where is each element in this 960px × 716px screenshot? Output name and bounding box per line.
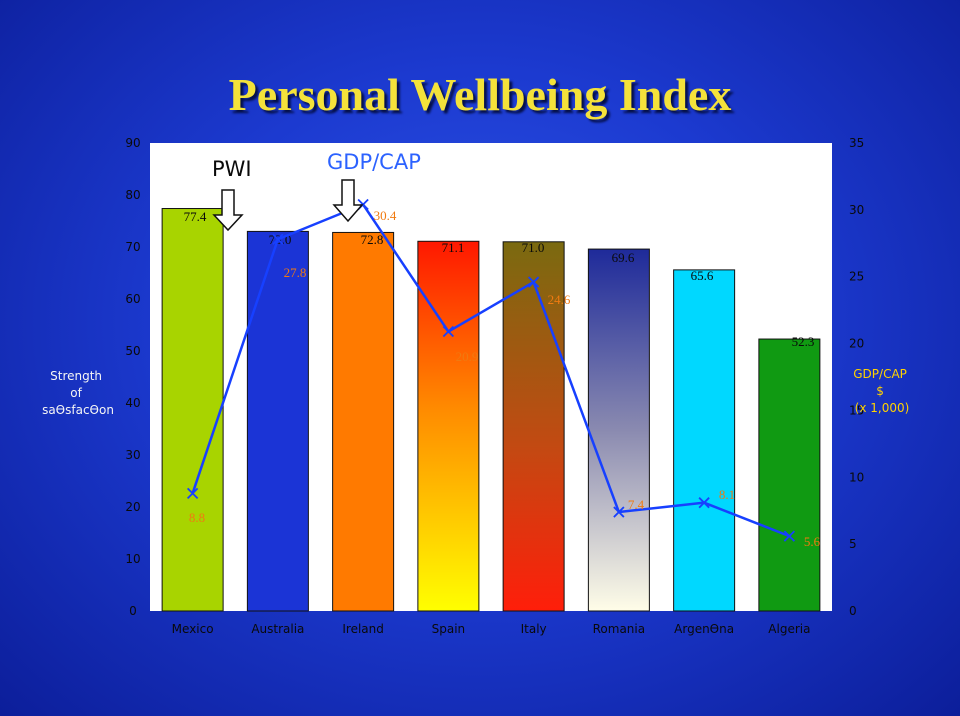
- category-italy: Italy: [521, 622, 547, 636]
- gdp-label-ireland: 30.4: [374, 208, 397, 223]
- left-tick-70: 70: [125, 240, 140, 254]
- right-axis-title: GDP/CAP $ (x 1,000): [853, 367, 910, 415]
- left-axis-ticks: 0 10 20 30 40 50 60 70 80 90: [125, 136, 140, 618]
- bar-argentina: [673, 269, 736, 612]
- category-australia: Australia: [251, 622, 304, 636]
- gdp-marker-romania: [613, 506, 625, 518]
- category-ireland: Ireland: [342, 622, 384, 636]
- bar-algeria: [758, 338, 821, 612]
- right-tick-20: 20: [849, 337, 864, 351]
- left-tick-80: 80: [125, 188, 140, 202]
- chart-title: Personal Wellbeing Index: [228, 69, 732, 120]
- right-tick-25: 25: [849, 270, 864, 284]
- pwi-label-argentina: 65.6: [691, 268, 714, 283]
- gdp-label-argentina: 8.1: [719, 487, 735, 502]
- gdp-marker-italy: [527, 276, 540, 288]
- gdp-marker-argentina: [698, 497, 710, 509]
- right-tick-15: 15: [849, 403, 864, 417]
- gdp-label-mexico: 8.8: [189, 510, 205, 525]
- right-tick-10: 10: [849, 470, 864, 484]
- gdp-label-australia: 27.8: [284, 265, 307, 280]
- left-tick-90: 90: [125, 136, 140, 150]
- pwi-label-spain: 71.1: [442, 240, 465, 255]
- bar-australia: [246, 230, 309, 612]
- right-tick-5: 5: [849, 537, 857, 551]
- gdp-labels: 8.8 27.8 30.4 20.9 24.6 7.4 8.1 5.6: [189, 208, 821, 549]
- bar-romania: [587, 248, 650, 612]
- left-tick-30: 30: [125, 448, 140, 462]
- right-axis-ticks: 0 5 10 15 20 25 30 35: [849, 136, 864, 618]
- gdp-label-spain: 20.9: [456, 349, 479, 364]
- gdp-marker-algeria: [783, 530, 796, 542]
- gdp-arrow-icon: [332, 179, 364, 223]
- left-tick-40: 40: [125, 396, 140, 410]
- gdp-label-romania: 7.4: [628, 497, 645, 512]
- pwi-label-italy: 71.0: [522, 240, 545, 255]
- gdp-label-italy: 24.6: [548, 292, 571, 307]
- category-algeria: Algeria: [768, 622, 810, 636]
- pwi-label-ireland: 72.8: [361, 232, 384, 247]
- bar-italy: [502, 241, 565, 612]
- pwi-label-mexico: 77.4: [184, 209, 207, 224]
- category-spain: Spain: [432, 622, 466, 636]
- pwi-bars: [161, 208, 821, 612]
- left-tick-0: 0: [129, 604, 137, 618]
- left-tick-10: 10: [125, 552, 140, 566]
- gdp-marker-australia: [272, 233, 284, 245]
- gdp-marker-spain: [442, 325, 455, 338]
- right-tick-35: 35: [849, 136, 864, 150]
- left-tick-60: 60: [125, 292, 140, 306]
- category-labels: Mexico Australia Ireland Spain Italy Romania A…: [172, 622, 811, 636]
- left-tick-20: 20: [125, 500, 140, 514]
- category-romania: Romania: [593, 622, 645, 636]
- gdp-series-line: [191, 202, 790, 538]
- legend-gdp: GDP/CAP: [327, 150, 421, 174]
- legend-pwi: PWI: [212, 157, 252, 181]
- bar-mexico: [161, 208, 224, 612]
- pwi-bar-labels: 77.473.0 72.871.1 71.069.665.652.3: [184, 209, 815, 349]
- pwi-label-romania: 69.6: [612, 250, 635, 265]
- gdp-marker-mexico: [186, 487, 199, 499]
- category-argentina: ArgenƟna: [674, 622, 734, 636]
- pwi-label-algeria: 52.3: [792, 334, 815, 349]
- left-axis-title: Strength of saƟsfacƟon: [42, 369, 114, 417]
- right-tick-30: 30: [849, 203, 864, 217]
- bar-ireland: [332, 231, 395, 612]
- left-tick-50: 50: [125, 344, 140, 358]
- pwi-arrow-icon: [212, 189, 244, 232]
- category-mexico: Mexico: [172, 622, 214, 636]
- right-tick-0: 0: [849, 604, 857, 618]
- bar-spain: [417, 240, 480, 612]
- gdp-label-algeria: 5.6: [804, 534, 821, 549]
